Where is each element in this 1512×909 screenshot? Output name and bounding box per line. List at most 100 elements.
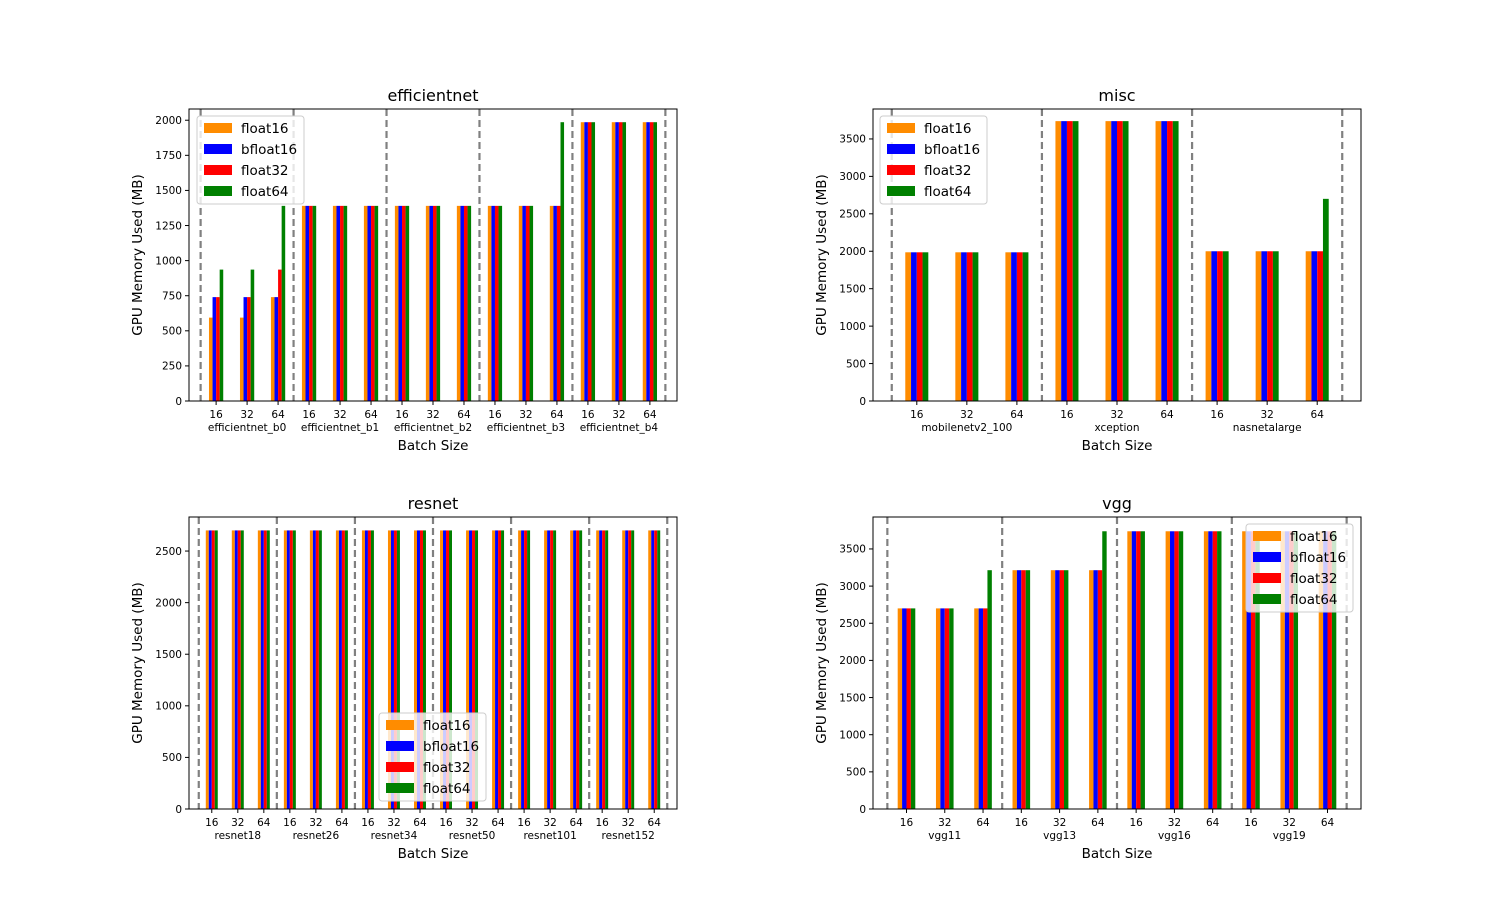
y-tick-label: 1500 (155, 649, 182, 661)
bar-float32 (393, 530, 397, 809)
bar-bfloat16 (646, 122, 650, 401)
bar-float64 (318, 530, 322, 809)
bar-float64 (605, 530, 609, 809)
bar-float64 (1322, 198, 1329, 401)
y-axis-label: GPU Memory Used (MB) (130, 174, 146, 336)
y-tick-label: 1000 (155, 701, 182, 713)
x-tick-label: 32 (1110, 409, 1123, 421)
y-tick-label: 1500 (839, 283, 866, 295)
bar-float32 (649, 122, 654, 401)
x-tick-label: 16 (395, 409, 409, 421)
bar-float16 (1242, 531, 1247, 809)
bar-float64 (312, 205, 317, 401)
bar-float16 (414, 530, 417, 809)
x-tick-label: 32 (612, 409, 625, 421)
legend-label-float16: float16 (924, 121, 972, 137)
x-tick-label: 64 (1206, 817, 1220, 829)
bar-bfloat16 (599, 530, 603, 809)
x-tick-label: 32 (960, 409, 973, 421)
y-tick-label: 3500 (839, 544, 866, 556)
bar-float32 (654, 530, 658, 809)
bar-float64 (1217, 531, 1222, 809)
bar-float16 (1205, 251, 1212, 401)
bar-bfloat16 (940, 608, 945, 809)
bar-bfloat16 (521, 530, 525, 809)
y-axis-label: GPU Memory Used (MB) (814, 582, 830, 744)
bar-float64 (281, 205, 286, 401)
bar-float16 (257, 530, 261, 809)
x-tick-label: 32 (309, 817, 322, 829)
bar-float64 (498, 205, 503, 401)
legend-box (879, 115, 988, 205)
group-label: mobilenetv2_100 (921, 422, 1012, 434)
legend-label-float32: float32 (924, 163, 972, 179)
legend-label-float64: float64 (241, 184, 289, 200)
bar-bfloat16 (902, 608, 907, 809)
chart-title: resnet (408, 494, 459, 513)
bar-float16 (642, 122, 647, 401)
bar-float16 (466, 530, 470, 809)
y-tick-label: 2500 (839, 209, 866, 221)
bar-float32 (371, 205, 375, 401)
bar-float16 (897, 608, 903, 809)
bar-float64 (1331, 531, 1337, 809)
bar-float32 (966, 252, 973, 401)
x-tick-label: 64 (550, 409, 564, 421)
bar-float16 (301, 205, 306, 401)
legend-swatch-float32 (1253, 573, 1281, 583)
legend-swatch-bfloat16 (887, 144, 915, 154)
y-tick-label: 1000 (155, 255, 182, 267)
x-tick-label: 64 (413, 817, 427, 829)
bar-bfloat16 (547, 530, 551, 809)
bar-bfloat16 (1061, 121, 1067, 401)
bar-float64 (436, 205, 441, 401)
bar-float16 (1050, 570, 1056, 809)
bar-bfloat16 (1211, 251, 1218, 401)
bar-float16 (596, 530, 600, 809)
axes-frame (188, 108, 678, 402)
legend-label-float32: float32 (1290, 571, 1338, 587)
bar-float32 (247, 297, 251, 401)
bar-float16 (955, 252, 962, 401)
legend-label-float32: float32 (423, 760, 471, 776)
bar-float32 (1174, 531, 1179, 809)
bar-float16 (974, 608, 979, 809)
bar-bfloat16 (961, 252, 967, 401)
y-tick-label: 3500 (839, 134, 866, 146)
bar-float64 (972, 252, 979, 401)
legend-label-float64: float64 (924, 184, 972, 200)
bar-float64 (219, 269, 224, 401)
bar-float32 (341, 530, 345, 809)
bar-float16 (283, 530, 287, 809)
legend-label-float64: float64 (1290, 592, 1338, 608)
bar-float64 (1022, 252, 1029, 401)
y-tick-label: 0 (175, 804, 182, 816)
bar-float64 (1272, 251, 1279, 401)
legend-swatch-float16 (386, 720, 414, 730)
group-label: resnet152 (602, 830, 655, 842)
bar-float16 (239, 317, 244, 401)
x-tick-label: 64 (364, 409, 378, 421)
bar-float32 (211, 530, 215, 809)
legend-swatch-bfloat16 (204, 144, 232, 154)
y-tick-label: 500 (846, 767, 866, 779)
bar-bfloat16 (625, 530, 629, 809)
group-label: resnet34 (371, 830, 418, 842)
y-tick-label: 1750 (155, 150, 182, 162)
bar-float32 (498, 530, 502, 809)
y-tick-label: 750 (162, 291, 182, 303)
bar-float32 (494, 205, 499, 401)
x-tick-label: 32 (240, 409, 253, 421)
bar-float64 (1122, 121, 1129, 401)
bar-float16 (387, 530, 391, 809)
legend-label-float64: float64 (423, 781, 471, 797)
bar-float32 (916, 252, 923, 401)
bar-float16 (1203, 531, 1209, 809)
bar-float64 (467, 205, 472, 401)
group-label: efficientnet_b0 (208, 422, 286, 434)
bar-bfloat16 (573, 530, 577, 809)
y-tick-label: 1000 (839, 321, 866, 333)
x-tick-label: 16 (209, 409, 223, 421)
bar-float16 (332, 205, 337, 401)
chart-3: 16 32 64 vgg11 16 32 64 vgg13 16 32 64 vgg16 16 32 64 v… (814, 494, 1362, 862)
